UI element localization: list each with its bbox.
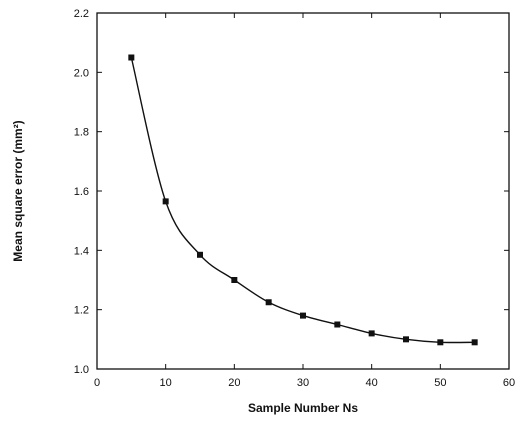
x-tick-label: 30 <box>297 377 309 389</box>
data-point <box>162 198 169 205</box>
data-point <box>471 339 478 346</box>
y-tick-label: 1.4 <box>74 245 89 257</box>
y-tick-label: 2.2 <box>74 8 89 20</box>
y-tick-label: 1.0 <box>74 364 89 376</box>
series-line <box>130 57 475 344</box>
x-tick-label: 20 <box>228 377 240 389</box>
y-tick-label: 1.2 <box>74 305 89 317</box>
data-point <box>334 321 341 328</box>
x-tick-label: 10 <box>160 377 172 389</box>
data-point <box>265 299 272 306</box>
y-tick-label: 2.0 <box>74 67 89 79</box>
x-axis-label: Sample Number Ns <box>248 401 358 415</box>
data-point <box>368 330 375 337</box>
x-tick-label: 0 <box>94 377 100 389</box>
data-point <box>197 251 203 258</box>
data-markers <box>128 54 478 346</box>
data-point <box>231 277 238 283</box>
x-tick-label: 60 <box>503 377 515 389</box>
data-point <box>437 339 444 346</box>
y-tick-label: 1.6 <box>74 186 89 198</box>
y-axis-label: Mean square error (mm²) <box>11 120 25 261</box>
data-point <box>403 336 409 343</box>
tick-labels: 0 10 20 30 40 50 60 1.0 1.2 1.4 1.6 1.8 2.0 2.2 <box>74 8 515 389</box>
data-point <box>128 54 135 61</box>
x-tick-label: 40 <box>366 377 378 389</box>
tick-marks <box>96 12 510 370</box>
data-point <box>300 312 306 319</box>
x-tick-label: 50 <box>434 377 446 389</box>
y-tick-label: 1.8 <box>74 127 89 139</box>
